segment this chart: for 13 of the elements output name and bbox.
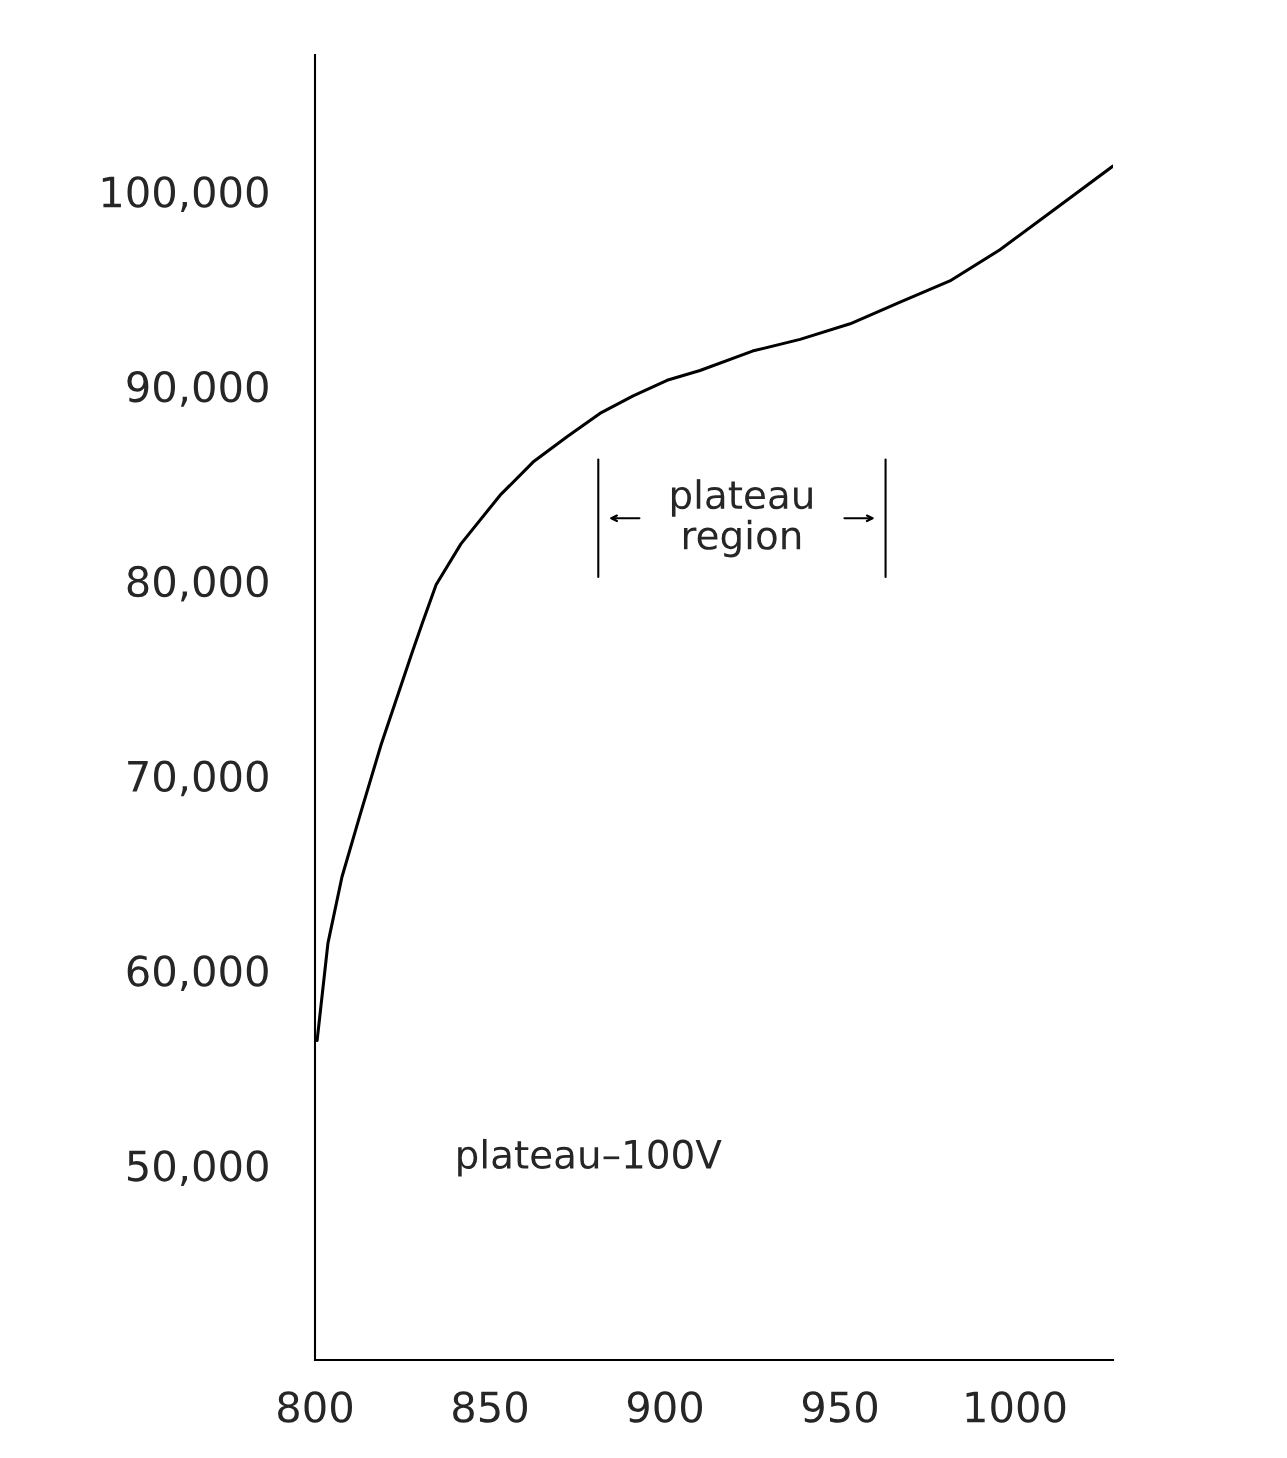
y-tick-label: 70,000	[128, 760, 268, 797]
x-tick-label: 1000	[966, 1391, 1066, 1423]
x-tick-label: 900	[627, 1391, 702, 1423]
x-tick-label: 800	[278, 1391, 352, 1423]
y-tick-label: 50,000	[127, 1150, 268, 1186]
y-tick-label: 80,000	[127, 565, 268, 602]
x-tick-label: 850	[453, 1391, 527, 1423]
annotation: plateau–100V	[458, 1138, 722, 1177]
y-tick-label: 90,000	[127, 371, 268, 407]
annotation: plateau region	[671, 479, 812, 558]
y-tick-label: 100,000	[102, 176, 268, 213]
x-tick-label: 950	[802, 1391, 877, 1423]
y-tick-label: 60,000	[127, 955, 268, 992]
